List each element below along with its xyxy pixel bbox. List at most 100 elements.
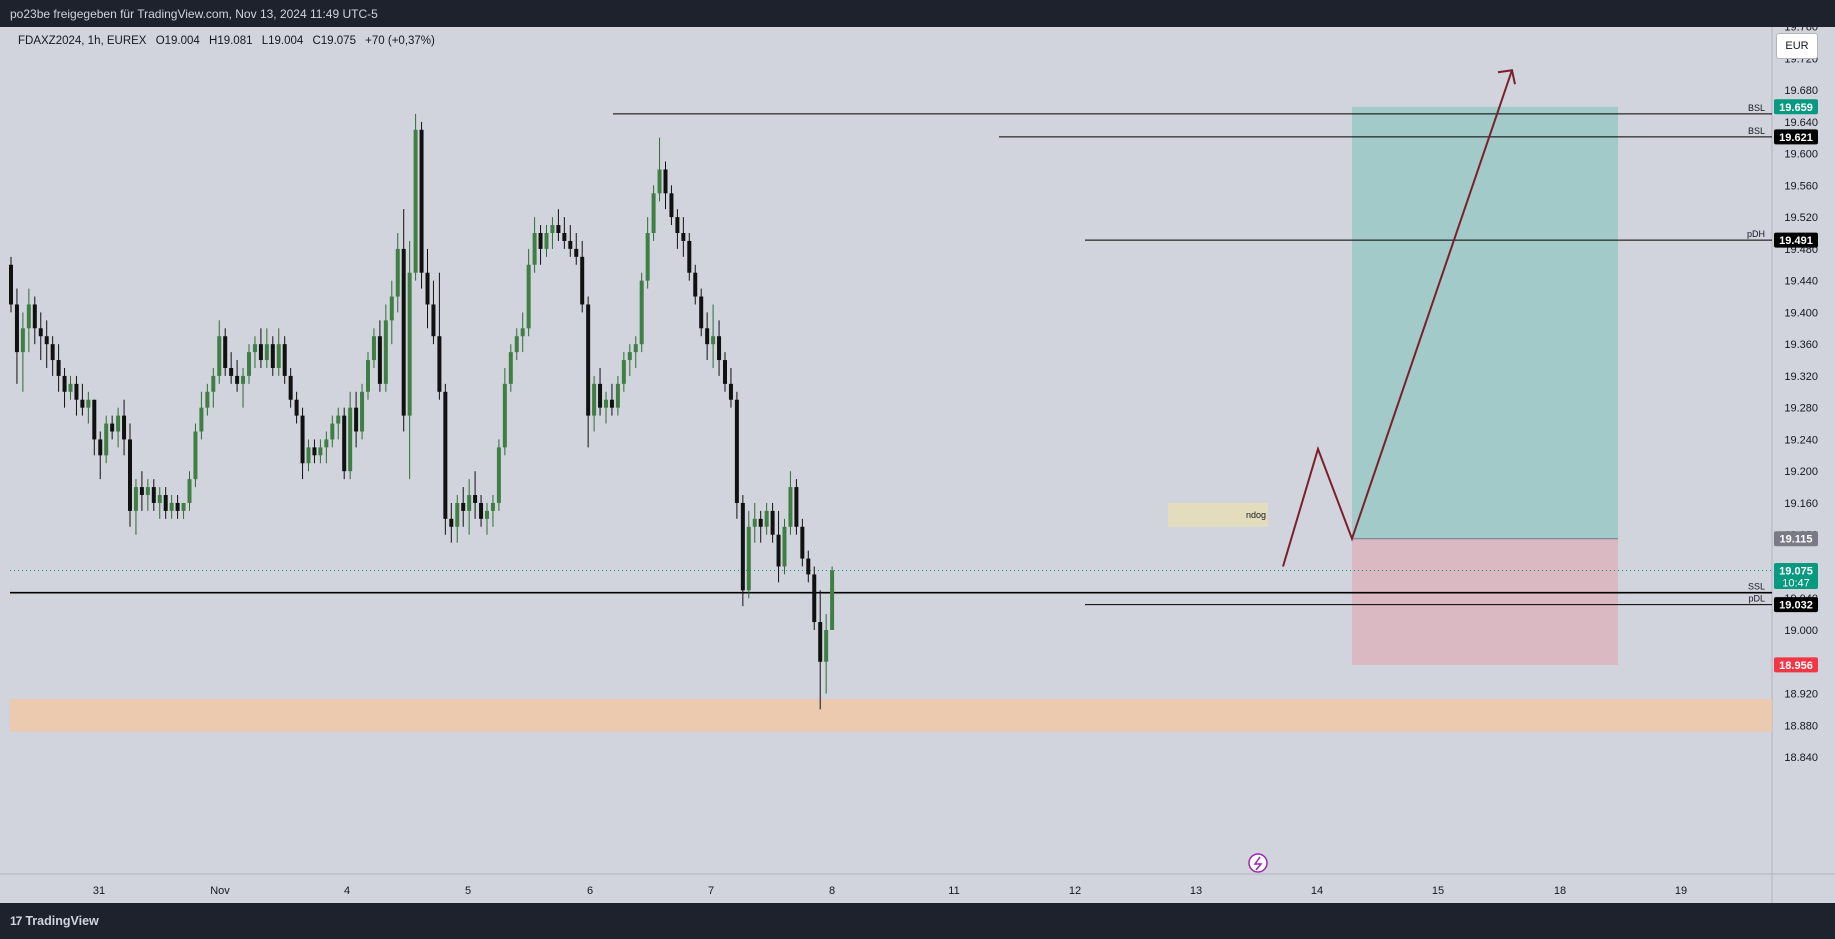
candle [413, 113, 418, 281]
candle-body [336, 415, 341, 424]
candle [461, 487, 466, 527]
candle [532, 217, 537, 273]
candle-body [74, 383, 79, 400]
candle-body [609, 399, 614, 408]
candle [615, 375, 620, 416]
candle-body [270, 344, 275, 368]
y-tick-label: 19.440 [1784, 276, 1818, 288]
y-tick-label: 19.600 [1784, 149, 1818, 161]
x-tick-label: 6 [587, 885, 593, 897]
candle [782, 518, 787, 575]
candle-body [14, 304, 19, 353]
candle [723, 352, 727, 392]
candle [14, 288, 19, 384]
lightning-icon-bolt [1253, 856, 1263, 871]
candle [377, 320, 382, 392]
candle-body [770, 510, 775, 535]
candle [401, 209, 406, 432]
candle [342, 407, 347, 480]
candle [175, 495, 180, 519]
candle-body [437, 336, 442, 392]
candle [740, 495, 745, 607]
candle-body [38, 328, 43, 337]
candle [449, 502, 454, 543]
y-tick-label: 19.240 [1784, 434, 1818, 446]
y-tick-label: 19.760 [1784, 27, 1818, 34]
y-tick-label: 19.360 [1784, 339, 1818, 351]
candle-body [562, 233, 567, 241]
candle-body [264, 344, 269, 361]
candle-body [20, 328, 25, 353]
candle-body [62, 375, 67, 392]
candle [133, 479, 138, 535]
price-tag-entry: 19.115 [1779, 534, 1812, 546]
candle-body [151, 487, 156, 503]
candle [139, 471, 144, 511]
price-tag-entry-bg [1774, 531, 1818, 547]
price-tag-pdh: 19.491 [1779, 235, 1813, 247]
candle-body [122, 415, 127, 440]
candle [508, 344, 513, 392]
candle [752, 502, 757, 543]
candle-body [443, 391, 448, 519]
y-tick-label: 19.320 [1784, 371, 1818, 383]
candle-body [675, 217, 680, 233]
candle-body [139, 487, 144, 496]
candle [300, 407, 305, 480]
price-tag-stop: 18.956 [1779, 660, 1813, 672]
candle-body [687, 240, 692, 273]
candle-body [169, 502, 174, 511]
x-tick-label: 19 [1675, 885, 1687, 897]
x-tick-label: 12 [1069, 885, 1081, 897]
candle [151, 479, 156, 511]
y-tick-label: 19.560 [1784, 180, 1818, 192]
candle-body [371, 336, 376, 361]
candle-body [520, 328, 525, 337]
x-tick-label: 11 [948, 885, 959, 897]
candle-body [229, 367, 234, 376]
candle-body [294, 399, 299, 416]
candle-body [199, 407, 204, 432]
candle-body [306, 447, 311, 464]
candle [288, 367, 293, 408]
candle [122, 399, 127, 456]
candle-body [502, 383, 507, 448]
demand-zone [10, 699, 1772, 732]
candle-body [413, 129, 418, 273]
candle-body [68, 383, 73, 392]
candle [407, 240, 412, 480]
candle-body [360, 391, 365, 432]
candle [145, 479, 150, 511]
candle [163, 487, 168, 519]
x-tick-label: Nov [210, 885, 230, 897]
candle [330, 415, 335, 448]
candle-body [627, 352, 632, 361]
candle [247, 344, 251, 384]
candle-body [455, 502, 460, 527]
candle-body [282, 344, 287, 376]
candle-body [592, 383, 597, 416]
y-tick-label: 19.280 [1784, 403, 1818, 415]
legend-open: O19.004 [155, 35, 200, 47]
candle-body [830, 570, 835, 630]
candle [181, 502, 186, 519]
candle-body [526, 264, 531, 329]
candle-body [657, 169, 662, 194]
candle [431, 280, 436, 345]
candle-body [205, 391, 210, 408]
candlestick-chart[interactable]: ATHBSLBSLpDHSSLpDLndog19.76019.72019.680… [0, 27, 1835, 903]
candle-body [717, 336, 722, 361]
price-tag-pdh-bg [1774, 232, 1818, 248]
candle [38, 312, 43, 361]
price-tag-bsl: 19.621 [1779, 132, 1813, 144]
candle [538, 225, 543, 265]
candle [490, 495, 495, 527]
candle [705, 312, 710, 361]
level-label-ssl: SSL [1748, 582, 1765, 592]
tradingview-logo[interactable]: 17 TradingView [10, 914, 99, 928]
candle [264, 328, 269, 368]
level-label-pdh: pDH [1747, 229, 1765, 239]
currency-button[interactable]: EUR [1776, 33, 1818, 59]
chart-area[interactable]: ATHBSLBSLpDHSSLpDLndog19.76019.72019.680… [0, 27, 1835, 903]
candle-body [425, 272, 430, 305]
